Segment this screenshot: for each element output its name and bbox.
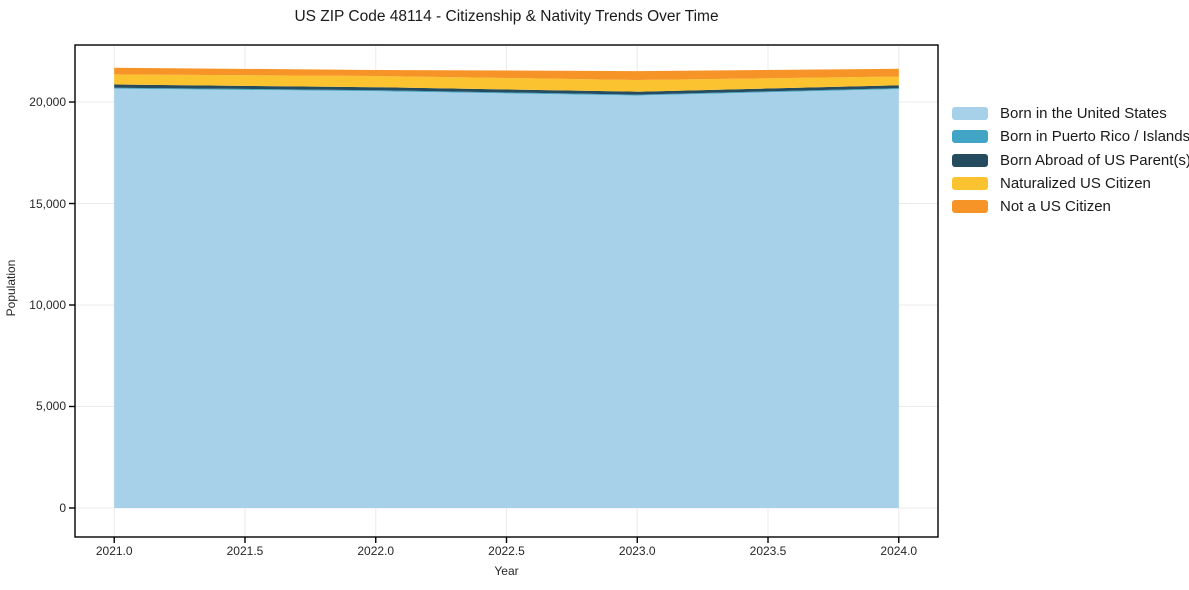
legend-swatch — [952, 200, 988, 214]
legend: Born in the United States Born in Puerto … — [952, 102, 1189, 218]
chart-title: US ZIP Code 48114 - Citizenship & Nativi… — [294, 8, 719, 25]
area-series-0 — [114, 88, 899, 508]
area-series-4 — [114, 67, 899, 80]
x-tick-label: 2023.5 — [749, 544, 787, 558]
x-tick-label: 2021.5 — [226, 544, 264, 558]
y-tick-label: 20,000 — [29, 95, 66, 110]
legend-swatch — [952, 130, 988, 144]
x-axis-label: Year — [494, 564, 519, 578]
legend-label: Not a US Citizen — [1000, 198, 1111, 216]
legend-swatch — [952, 153, 988, 167]
y-tick-label: 0 — [59, 500, 66, 515]
y-axis-label: Population — [4, 259, 18, 317]
x-tick-label: 2021.0 — [95, 544, 133, 558]
legend-item-2: Born Abroad of US Parent(s) — [952, 149, 1189, 172]
area-series-1 — [114, 87, 899, 96]
area-series-2 — [114, 84, 899, 95]
area-series-3 — [114, 74, 899, 92]
legend-label: Born Abroad of US Parent(s) — [1000, 151, 1189, 169]
x-tick-label: 2023.0 — [618, 544, 656, 558]
y-tick-label: 10,000 — [29, 298, 66, 312]
legend-label: Naturalized US Citizen — [1000, 175, 1151, 193]
legend-item-3: Naturalized US Citizen — [952, 172, 1189, 195]
y-tick-label: 15,000 — [29, 196, 66, 211]
legend-swatch — [952, 177, 988, 191]
legend-item-0: Born in the United States — [952, 102, 1189, 125]
legend-label: Born in the United States — [1000, 105, 1167, 123]
legend-item-1: Born in Puerto Rico / Islands — [952, 125, 1189, 148]
x-tick-label: 2022.5 — [488, 544, 525, 558]
x-tick-label: 2024.0 — [880, 544, 918, 558]
y-tick-label: 5,000 — [35, 399, 66, 414]
legend-swatch — [952, 107, 988, 121]
legend-label: Born in Puerto Rico / Islands — [1000, 128, 1189, 146]
legend-item-4: Not a US Citizen — [952, 195, 1189, 218]
x-tick-label: 2022.0 — [357, 544, 395, 558]
